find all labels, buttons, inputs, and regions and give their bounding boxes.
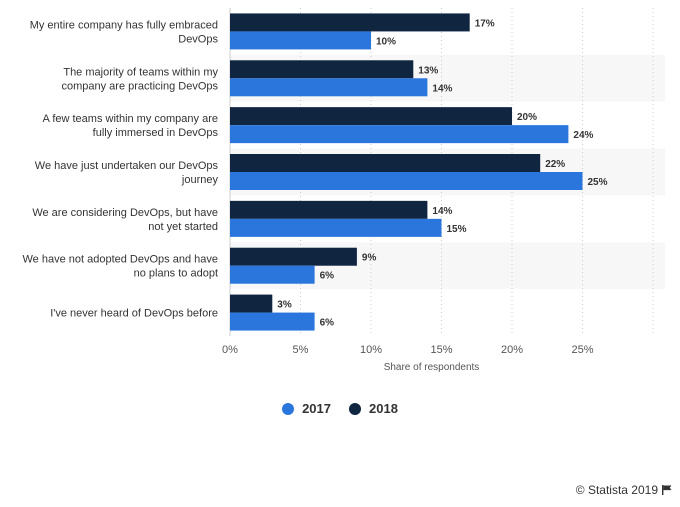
x-tick-label-5: 25%: [571, 344, 593, 356]
data-label-2018-0: 17%: [475, 18, 495, 29]
data-label-2017-2: 24%: [573, 130, 593, 141]
data-label-2018-2: 20%: [517, 112, 537, 123]
bar-2017-0: [230, 31, 371, 50]
legend-item-2018[interactable]: 2018: [349, 401, 398, 416]
x-tick-label-2: 10%: [360, 344, 382, 356]
category-label-3: We have just undertaken our DevOps journe…: [35, 160, 219, 186]
bar-2017-3: [230, 172, 583, 190]
legend-dot-2018: [349, 402, 361, 415]
bar-chart: 17% 10% My entire company has fully embrac…: [22, 8, 654, 373]
category-label-4: We are considering DevOps, but have not y…: [32, 207, 218, 233]
category-label-0: My entire company has fully embraced DevO…: [30, 19, 219, 45]
bar-2018-3: [230, 154, 541, 172]
data-label-2018-6: 3%: [277, 300, 292, 311]
bar-2018-2: [230, 107, 512, 126]
legend-label-2018: 2018: [369, 401, 398, 416]
x-tick-label-1: 5%: [293, 344, 309, 356]
category-label-5: We have not adopted DevOps and have no pl…: [23, 254, 219, 280]
x-axis-title: Share of respondents: [384, 362, 480, 373]
legend-item-2017[interactable]: 2017: [282, 401, 331, 416]
data-label-2017-0: 10%: [376, 36, 396, 47]
category-label-1: The majority of teams within my company a…: [61, 66, 218, 92]
bar-2018-1: [230, 60, 414, 79]
bar-2018-5: [230, 247, 357, 266]
legend-dot-2017: [282, 402, 295, 415]
bar-2018-0: [230, 13, 470, 32]
bar-2018-6: [230, 294, 273, 313]
flag-icon: [662, 485, 672, 495]
bar-2018-4: [230, 200, 428, 219]
data-label-2018-5: 9%: [362, 253, 377, 264]
data-label-2017-1: 14%: [432, 83, 452, 94]
x-tick-label-4: 20%: [501, 344, 523, 356]
data-label-2018-4: 14%: [432, 206, 452, 217]
data-label-2018-3: 22%: [545, 159, 565, 170]
category-label-6: I've never heard of DevOps before: [50, 308, 218, 320]
data-label-2017-3: 25%: [588, 177, 608, 188]
x-tick-label-0: 0%: [222, 344, 238, 356]
data-label-2018-1: 13%: [418, 65, 438, 76]
credit-text: © Statista 2019: [575, 483, 658, 497]
bar-2017-5: [230, 265, 315, 284]
data-label-2017-5: 6%: [320, 271, 335, 282]
bar-2017-2: [230, 125, 569, 144]
bar-2017-6: [230, 312, 315, 331]
bar-2017-4: [230, 218, 442, 237]
bar-2017-1: [230, 78, 428, 97]
legend-label-2017: 2017: [302, 401, 331, 416]
legend: 2017 2018: [0, 401, 680, 416]
data-label-2017-6: 6%: [320, 318, 335, 329]
data-label-2017-4: 15%: [447, 224, 467, 235]
statista-credit[interactable]: © Statista 2019: [576, 483, 672, 497]
category-label-2: A few teams within my company are fully i…: [43, 113, 219, 139]
x-tick-label-3: 15%: [430, 344, 452, 356]
